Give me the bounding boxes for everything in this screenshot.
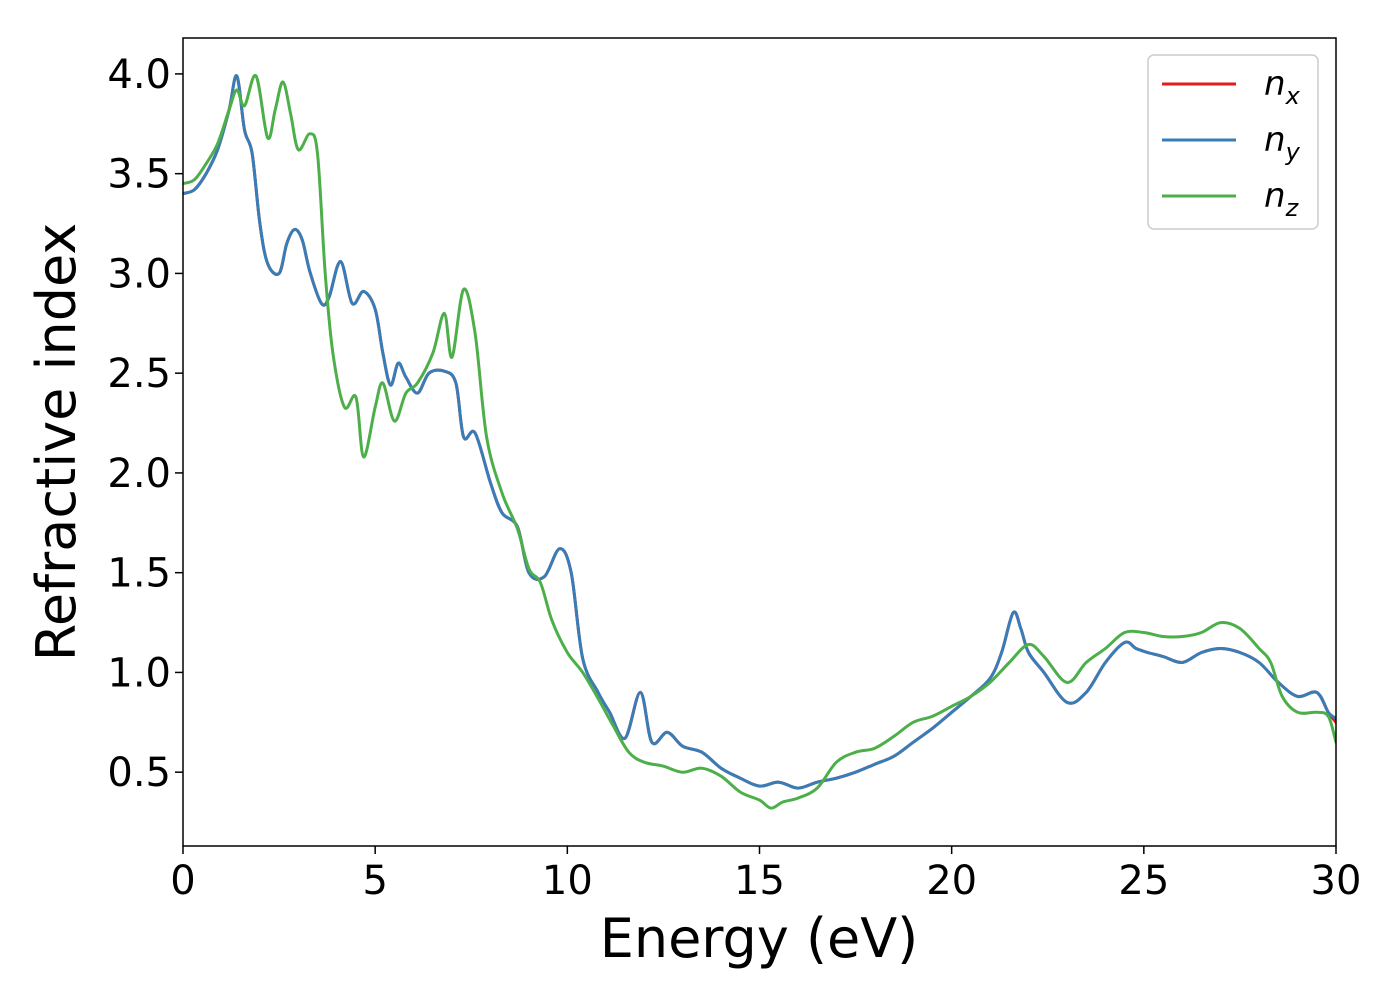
- x-tick-label: 25: [1118, 858, 1169, 904]
- x-tick-label: 30: [1311, 858, 1362, 904]
- y-axis: 0.5 1.0 1.5 2.0 2.5 3.0 3.5 4.0: [107, 52, 183, 796]
- x-axis-title: Energy (eV): [600, 907, 919, 970]
- legend: nx ny nz: [1147, 54, 1319, 230]
- y-tick-label: 1.5: [107, 551, 171, 597]
- legend-label-nz: nz: [1264, 176, 1300, 222]
- legend-label-ny: ny: [1264, 120, 1301, 166]
- x-axis: 0 5 10 15 20 25 30: [170, 846, 1361, 904]
- y-tick-label: 2.5: [107, 351, 171, 397]
- y-tick-label: 3.0: [107, 251, 171, 297]
- y-tick-label: 1.0: [107, 650, 171, 696]
- x-tick-label: 15: [734, 858, 785, 904]
- series-line-ny: [183, 74, 1336, 790]
- x-tick-label: 0: [170, 858, 195, 904]
- series-layer: [183, 74, 1336, 810]
- legend-label-nx: nx: [1264, 64, 1301, 110]
- y-tick-label: 3.5: [107, 152, 171, 198]
- y-tick-label: 0.5: [107, 750, 171, 796]
- x-tick-label: 5: [362, 858, 387, 904]
- y-tick-label: 2.0: [107, 451, 171, 497]
- legend-box: [1147, 54, 1319, 230]
- x-tick-label: 10: [542, 858, 593, 904]
- y-axis-title: Refractive index: [25, 223, 88, 662]
- y-tick-label: 4.0: [107, 52, 171, 98]
- series-line-nz: [183, 74, 1336, 810]
- x-tick-label: 20: [926, 858, 977, 904]
